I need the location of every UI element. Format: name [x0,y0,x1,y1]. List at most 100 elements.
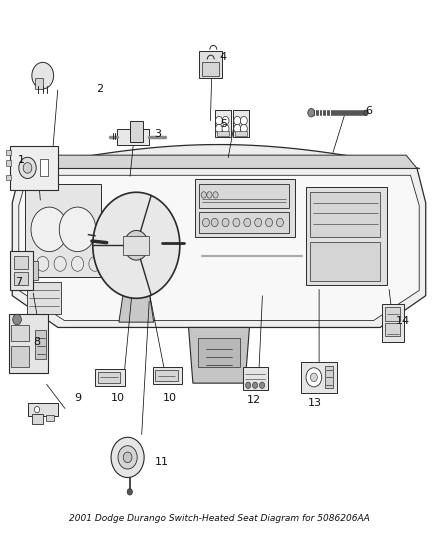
FancyBboxPatch shape [201,62,219,76]
Circle shape [259,382,265,389]
Polygon shape [119,293,154,322]
FancyBboxPatch shape [14,272,28,285]
FancyBboxPatch shape [32,415,43,424]
Circle shape [233,218,240,227]
FancyBboxPatch shape [6,175,11,180]
Text: 11: 11 [155,457,169,466]
Circle shape [215,124,223,133]
FancyBboxPatch shape [199,212,289,233]
Circle shape [311,373,318,382]
Circle shape [254,218,261,227]
FancyBboxPatch shape [301,362,336,393]
Circle shape [306,368,322,387]
Circle shape [93,192,180,298]
FancyBboxPatch shape [215,110,231,136]
FancyBboxPatch shape [311,192,380,237]
Text: 8: 8 [34,337,41,347]
FancyBboxPatch shape [95,369,124,386]
Circle shape [89,256,101,271]
Circle shape [234,124,241,133]
Text: 1: 1 [18,156,25,165]
Circle shape [19,157,36,179]
FancyBboxPatch shape [11,325,29,341]
Text: 9: 9 [74,393,81,403]
Polygon shape [19,175,419,320]
Circle shape [246,382,251,389]
FancyBboxPatch shape [25,184,102,277]
Text: 14: 14 [396,316,410,326]
Circle shape [35,407,40,413]
Circle shape [213,192,218,198]
Circle shape [364,110,368,115]
FancyBboxPatch shape [385,323,400,336]
FancyBboxPatch shape [235,131,247,135]
Circle shape [118,446,137,469]
FancyBboxPatch shape [217,131,229,135]
FancyBboxPatch shape [10,251,33,290]
Circle shape [54,256,66,271]
FancyBboxPatch shape [117,128,149,144]
FancyBboxPatch shape [382,304,404,342]
FancyBboxPatch shape [98,372,120,383]
FancyBboxPatch shape [14,256,28,269]
FancyBboxPatch shape [11,346,29,367]
Text: 2001 Dodge Durango Switch-Heated Seat Diagram for 5086206AA: 2001 Dodge Durango Switch-Heated Seat Di… [69,514,369,523]
Text: 5: 5 [220,119,227,130]
FancyBboxPatch shape [153,367,183,384]
FancyBboxPatch shape [9,314,48,373]
Circle shape [37,256,49,271]
Text: 3: 3 [155,129,162,139]
FancyBboxPatch shape [199,51,222,78]
Circle shape [276,218,283,227]
Circle shape [222,116,229,125]
Circle shape [124,230,148,260]
Circle shape [201,192,206,198]
Text: 10: 10 [111,393,125,403]
Circle shape [23,163,32,173]
FancyBboxPatch shape [306,187,387,285]
Text: 10: 10 [163,393,177,403]
Circle shape [32,62,53,89]
Circle shape [234,116,241,125]
Circle shape [123,452,132,463]
FancyBboxPatch shape [35,330,46,359]
Polygon shape [12,168,426,327]
Circle shape [240,124,247,133]
Circle shape [202,218,209,227]
FancyBboxPatch shape [198,338,240,367]
FancyBboxPatch shape [325,366,333,389]
FancyBboxPatch shape [40,159,48,176]
Circle shape [13,314,21,325]
Circle shape [222,124,229,133]
Polygon shape [188,327,250,383]
Circle shape [215,116,223,125]
Text: 4: 4 [220,52,227,62]
FancyBboxPatch shape [385,308,400,320]
FancyBboxPatch shape [33,261,38,280]
Circle shape [308,109,315,117]
FancyBboxPatch shape [6,160,11,166]
Circle shape [111,437,144,478]
Circle shape [71,256,84,271]
Text: 13: 13 [308,398,322,408]
FancyBboxPatch shape [123,236,149,255]
Circle shape [211,218,218,227]
Polygon shape [21,155,417,168]
Circle shape [31,207,67,252]
FancyBboxPatch shape [155,370,178,381]
FancyBboxPatch shape [35,78,43,89]
FancyBboxPatch shape [243,367,268,390]
FancyBboxPatch shape [195,179,295,237]
Text: 7: 7 [15,277,22,287]
FancyBboxPatch shape [6,150,11,155]
Text: 12: 12 [247,395,261,405]
FancyBboxPatch shape [28,403,58,416]
Circle shape [265,218,272,227]
Text: 6: 6 [366,106,373,116]
Text: 2: 2 [96,84,103,94]
FancyBboxPatch shape [27,282,61,314]
FancyBboxPatch shape [311,241,380,281]
FancyBboxPatch shape [199,184,289,208]
Circle shape [240,116,247,125]
Circle shape [59,207,96,252]
